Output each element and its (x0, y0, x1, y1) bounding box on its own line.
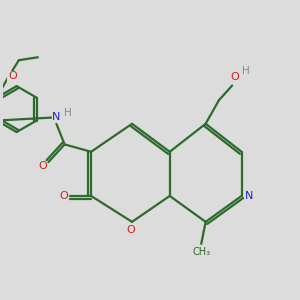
Text: O: O (38, 161, 47, 172)
Text: O: O (59, 191, 68, 201)
Text: O: O (8, 71, 17, 81)
Text: CH₃: CH₃ (192, 247, 210, 257)
Text: N: N (52, 112, 61, 122)
Text: H: H (64, 109, 71, 118)
Text: H: H (242, 66, 250, 76)
Text: O: O (126, 225, 135, 235)
Text: N: N (245, 191, 254, 201)
Text: O: O (231, 72, 239, 82)
